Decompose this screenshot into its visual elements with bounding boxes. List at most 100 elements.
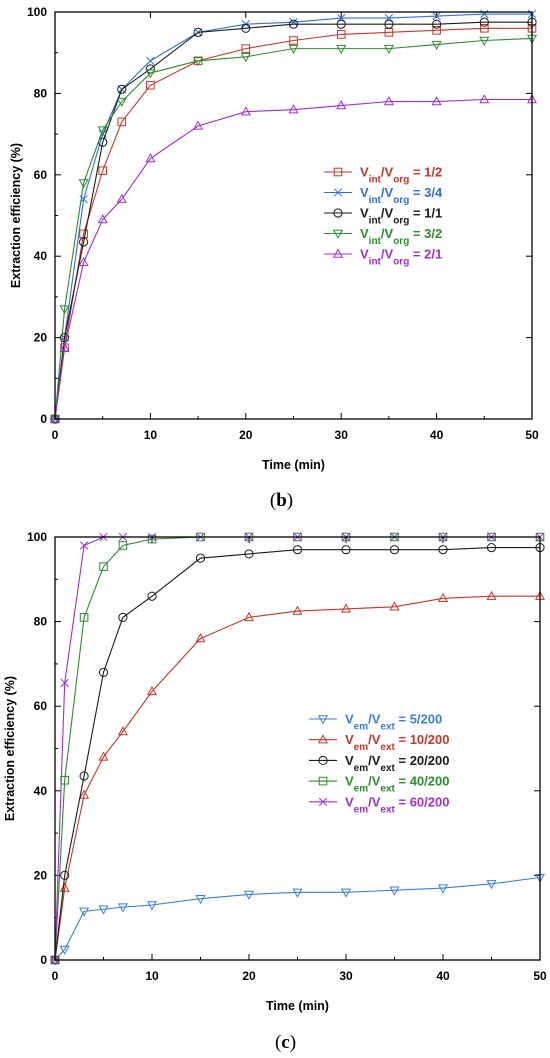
legend-label: Vem/Vext = 60/200: [345, 794, 449, 815]
legend-marker: [318, 797, 328, 806]
data-point: [389, 545, 400, 555]
legend-subscript: em: [354, 722, 369, 733]
legend-label: Vint/Vorg = 3/2: [360, 226, 442, 247]
y-tick-label: 20: [34, 331, 48, 345]
series-3: [50, 532, 545, 965]
data-point: [60, 678, 69, 688]
y-tick-label: 40: [34, 249, 48, 263]
data-point: [79, 771, 89, 781]
legend-label: Vem/Vext = 10/200: [345, 732, 449, 753]
data-point: [288, 19, 299, 29]
series-2: [50, 17, 537, 424]
legend-entry-1: Vint/Vorg = 3/4: [324, 185, 443, 206]
legend-label: Vem/Vext = 5/200: [345, 712, 442, 733]
series-line: [54, 595, 540, 961]
data-point: [240, 106, 251, 116]
data-point: [243, 890, 255, 900]
series-1: [50, 9, 537, 424]
legend-entry-2: Vem/Vext = 20/200: [309, 753, 449, 774]
legend-subscript: org: [393, 257, 409, 268]
data-point: [98, 905, 109, 915]
legend-subscript: ext: [380, 722, 395, 733]
data-point: [145, 153, 156, 163]
legend-text: /V: [381, 247, 394, 262]
y-axis-label: Extraction efficiency (%): [3, 676, 17, 821]
data-point: [147, 534, 157, 544]
data-point: [289, 36, 298, 45]
data-point: [59, 882, 70, 892]
data-point: [241, 44, 251, 53]
x-tick-label: 0: [52, 428, 59, 442]
legend-marker: [317, 715, 329, 725]
x-tick-label: 40: [436, 969, 450, 983]
data-point: [486, 590, 497, 600]
data-point: [389, 601, 400, 611]
legend-text: /V: [381, 206, 394, 221]
data-point: [59, 945, 70, 955]
figure-caption: (b): [270, 490, 293, 511]
legend-text: = 5/200: [395, 712, 442, 727]
x-tick-label: 0: [52, 969, 59, 983]
legend-label: Vint/Vorg = 1/2: [360, 165, 442, 186]
legend-text: /V: [381, 185, 394, 200]
legend-text: V: [345, 712, 354, 727]
data-point: [432, 11, 441, 21]
caption-letter: c: [281, 1032, 289, 1053]
data-point: [146, 685, 158, 696]
series-line: [54, 98, 532, 420]
chart-b: 0 10 20 30 40 50 0 20 40 60 80 100 Time (min) Extract…: [9, 5, 539, 511]
data-point: [193, 57, 204, 67]
y-tick-label: 80: [34, 615, 48, 629]
data-point: [79, 613, 89, 622]
data-point: [336, 100, 347, 110]
data-point: [432, 26, 441, 35]
legend-marker: [318, 755, 328, 766]
legend-text: = 3/2: [409, 226, 442, 241]
data-point: [98, 166, 108, 176]
legend-subscript: int: [369, 175, 382, 186]
caption-paren: ): [287, 490, 293, 511]
legend-text: V: [360, 185, 369, 200]
data-point: [193, 27, 203, 37]
y-tick-label: 100: [27, 5, 47, 19]
data-point: [78, 179, 89, 189]
legend-text: V: [360, 247, 369, 262]
caption-paren: (: [270, 490, 276, 511]
legend-subscript: em: [354, 784, 369, 795]
data-point: [79, 541, 89, 550]
legend-subscript: int: [369, 257, 382, 268]
figure-caption: (c): [275, 1032, 296, 1053]
legend-marker: [332, 248, 344, 258]
x-axis-label: Time (min): [266, 999, 329, 1013]
x-tick-label: 30: [339, 969, 353, 983]
legend-text: = 20/200: [395, 753, 450, 768]
data-point: [78, 256, 89, 267]
legend-text: = 1/2: [409, 165, 442, 180]
legend-text: V: [360, 206, 369, 221]
data-point: [479, 94, 490, 104]
data-point: [244, 549, 254, 559]
data-point: [145, 69, 156, 79]
legend-subscript: ext: [380, 784, 395, 795]
data-point: [98, 667, 109, 677]
legend-label: Vint/Vorg = 3/4: [360, 185, 443, 206]
legend-text: /V: [368, 732, 381, 747]
legend-text: = 3/4: [409, 185, 443, 200]
y-tick-label: 0: [40, 953, 47, 967]
legend-subscript: em: [354, 804, 369, 815]
legend-entry-1: Vem/Vext = 10/200: [309, 732, 449, 753]
data-point: [118, 612, 128, 622]
x-tick-label: 50: [525, 428, 539, 442]
series-4: [50, 532, 545, 965]
legend-entry-0: Vem/Vext = 5/200: [309, 712, 442, 733]
legend-text: /V: [368, 753, 381, 768]
data-point: [97, 214, 108, 224]
legend-subscript: int: [369, 216, 382, 227]
legend-subscript: int: [369, 195, 382, 206]
series-line: [54, 547, 540, 961]
data-point: [146, 901, 158, 911]
data-point: [383, 44, 394, 55]
legend-marker: [333, 208, 343, 218]
legend-marker: [332, 229, 344, 239]
